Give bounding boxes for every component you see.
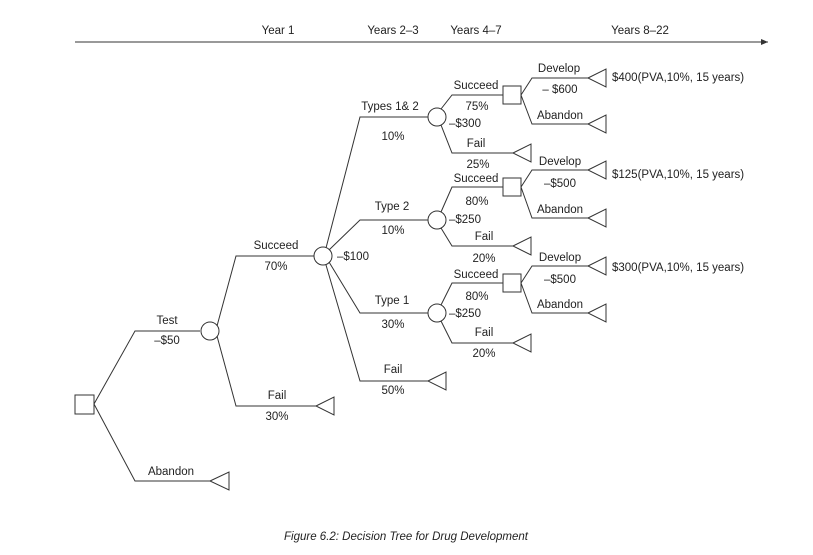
branch-type1: –$250 Succeed 80% Fail 20% Develop –$500… [427,252,744,360]
label-type1-succeed: Succeed [454,269,499,281]
test-chance: Succeed 70% Fail 30% [200,240,335,423]
label-types12-succeed-prob: 75% [465,101,488,113]
timeline-label-year1: Year 1 [262,25,295,37]
label-types12-abandon: Abandon [537,110,583,122]
edge-test [93,330,200,405]
label-type2-prob: 10% [381,225,404,237]
terminal-node-test-fail [314,396,335,416]
terminal-node-type2-fail [511,236,532,256]
chance-node-test [200,321,220,341]
label-type2-fail-prob: 20% [472,253,495,265]
edge-type2-develop [520,169,588,188]
label-type2-cost: –$250 [449,214,481,226]
edge-types12-develop [520,77,588,96]
label-test-cost: –$50 [154,335,180,347]
decision-node-type2 [502,177,522,197]
decision-node-types12 [502,85,522,105]
edge-type1-develop [520,265,588,284]
edge-test-fail [216,335,316,407]
timeline-label-years8-22: Years 8–22 [611,25,669,37]
stage2-chance: –$100 Types 1& 2 10% Type 2 10% Type 1 3… [313,101,447,397]
terminal-node-types12-abandon [586,114,607,134]
terminal-node-type2-develop [586,160,607,180]
chance-node-stage2 [313,246,333,266]
branch-types12: –$300 Succeed 75% Fail 25% Develop – $60… [427,63,744,171]
label-type1: Type 1 [375,295,410,307]
label-types12: Types 1& 2 [361,101,419,113]
label-type2-succeed: Succeed [454,173,499,185]
edge-type2 [328,219,428,251]
edge-type1-succeed [440,282,503,306]
label-type1-fail-prob: 20% [472,348,495,360]
terminal-node-types12-develop [586,68,607,88]
edge-types12-fail [440,124,513,154]
edge-type2-abandon [520,186,588,219]
label-type2-abandon: Abandon [537,204,583,216]
label-types12-payoff: $400(PVA,10%, 15 years) [612,72,744,84]
root-decision: Test –$50 Abandon [74,315,230,491]
edge-type1 [328,261,428,314]
label-type1-fail: Fail [475,327,494,339]
label-type1-cost: –$250 [449,308,481,320]
terminal-node-type1-abandon [586,303,607,323]
edge-stage2-fail [325,264,428,382]
label-type1-succeed-prob: 80% [465,291,488,303]
label-type2-develop: Develop [539,156,581,168]
terminal-node-types12-fail [511,143,532,163]
label-stage2-fail-prob: 50% [381,385,404,397]
timeline-label-years2-3: Years 2–3 [367,25,418,37]
terminal-node-abandon [208,471,230,491]
label-types12-develop: Develop [538,63,580,75]
label-type2-payoff: $125(PVA,10%, 15 years) [612,169,744,181]
branch-type2: –$250 Succeed 80% Fail 20% Develop –$500… [427,156,744,265]
label-stage2-cost: –$100 [337,251,369,263]
timeline: Year 1 Years 2–3 Years 4–7 Years 8–22 [75,25,768,45]
decision-node-root [74,394,95,415]
label-types12-fail: Fail [467,138,486,150]
chance-node-type2 [427,210,447,230]
label-stage2-fail: Fail [384,364,403,376]
terminal-node-type2-abandon [586,208,607,228]
label-abandon: Abandon [148,466,194,478]
terminal-node-type1-develop [586,256,607,276]
label-fail: Fail [268,390,287,402]
edge-type2-succeed [440,186,503,213]
edge-types12-abandon [520,94,588,125]
edge-abandon [93,403,210,482]
edge-test-succeed [216,255,314,327]
label-type1-develop: Develop [539,252,581,264]
edge-type1-abandon [520,282,588,314]
edge-type1-fail [440,320,513,344]
label-type1-payoff: $300(PVA,10%, 15 years) [612,262,744,274]
terminal-node-type1-fail [511,333,532,353]
chance-node-types12 [427,107,447,127]
edge-types12 [325,116,428,249]
label-type1-develop-cost: –$500 [544,274,576,286]
label-type2-develop-cost: –$500 [544,178,576,190]
label-type2-fail: Fail [475,231,494,243]
edge-type2-fail [440,227,513,247]
label-types12-prob: 10% [381,131,404,143]
label-type2-succeed-prob: 80% [465,196,488,208]
label-types12-fail-prob: 25% [466,159,489,171]
label-fail-prob: 30% [265,411,288,423]
label-test: Test [156,315,178,327]
label-types12-develop-cost: – $600 [542,84,577,96]
label-types12-succeed: Succeed [454,80,499,92]
decision-node-type1 [502,273,522,293]
edge-types12-succeed [440,94,503,110]
label-types12-cost: –$300 [449,118,481,130]
terminal-node-stage2-fail [426,371,447,391]
figure-caption: Figure 6.2: Decision Tree for Drug Devel… [284,531,529,543]
label-succeed: Succeed [254,240,299,252]
label-type2: Type 2 [375,201,410,213]
chance-node-type1 [427,303,447,323]
timeline-label-years4-7: Years 4–7 [450,25,501,37]
label-succeed-prob: 70% [264,261,287,273]
label-type1-abandon: Abandon [537,299,583,311]
label-type1-prob: 30% [381,319,404,331]
